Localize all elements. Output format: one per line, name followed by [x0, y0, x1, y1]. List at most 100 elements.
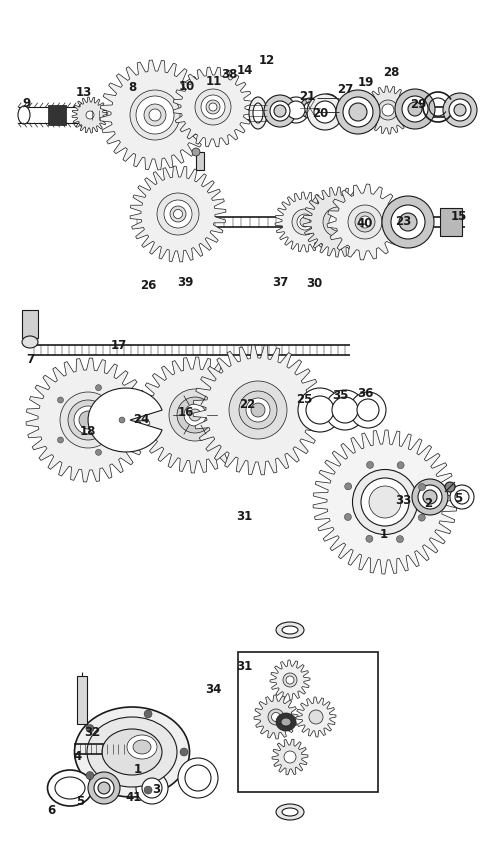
Ellipse shape	[450, 485, 474, 509]
Ellipse shape	[391, 205, 425, 239]
Ellipse shape	[297, 214, 313, 230]
Ellipse shape	[454, 104, 466, 116]
Ellipse shape	[345, 513, 351, 520]
Text: 5: 5	[454, 492, 463, 506]
Bar	[196, 152, 204, 170]
Text: 10: 10	[179, 79, 195, 93]
Ellipse shape	[86, 771, 94, 779]
Text: 1: 1	[380, 528, 388, 542]
Ellipse shape	[133, 740, 151, 754]
Ellipse shape	[144, 710, 152, 718]
Ellipse shape	[284, 751, 296, 763]
Text: 13: 13	[76, 85, 92, 99]
Ellipse shape	[329, 213, 347, 231]
Text: 11: 11	[205, 75, 222, 89]
Ellipse shape	[68, 400, 108, 440]
Ellipse shape	[361, 478, 409, 526]
Text: 15: 15	[450, 210, 467, 224]
Text: 9: 9	[22, 96, 31, 110]
Text: 4: 4	[73, 750, 82, 764]
Ellipse shape	[281, 718, 291, 726]
Text: 30: 30	[306, 277, 323, 291]
Ellipse shape	[88, 772, 120, 804]
Ellipse shape	[359, 216, 371, 228]
Ellipse shape	[325, 390, 365, 430]
Ellipse shape	[274, 105, 286, 117]
Ellipse shape	[272, 712, 280, 722]
Ellipse shape	[357, 399, 379, 421]
Polygon shape	[193, 345, 323, 475]
Bar	[440, 208, 462, 236]
Ellipse shape	[119, 417, 125, 423]
Ellipse shape	[276, 622, 304, 638]
Ellipse shape	[74, 406, 102, 434]
Ellipse shape	[402, 96, 428, 122]
Ellipse shape	[396, 536, 404, 543]
Ellipse shape	[206, 100, 220, 114]
Text: 5: 5	[76, 795, 85, 808]
Text: 35: 35	[333, 389, 349, 402]
Text: 41: 41	[125, 790, 142, 804]
Ellipse shape	[189, 409, 201, 421]
Ellipse shape	[136, 772, 168, 804]
Text: 8: 8	[128, 81, 136, 95]
Ellipse shape	[102, 729, 162, 775]
Ellipse shape	[58, 437, 63, 443]
Ellipse shape	[306, 396, 334, 424]
Ellipse shape	[18, 106, 30, 124]
Ellipse shape	[443, 93, 477, 127]
Polygon shape	[254, 695, 298, 739]
Ellipse shape	[298, 388, 342, 432]
Ellipse shape	[74, 707, 190, 797]
Ellipse shape	[345, 482, 352, 490]
Ellipse shape	[170, 206, 186, 222]
Text: 24: 24	[133, 413, 150, 427]
Ellipse shape	[86, 111, 94, 119]
Ellipse shape	[397, 462, 404, 469]
Ellipse shape	[343, 97, 373, 127]
Ellipse shape	[286, 676, 294, 684]
Polygon shape	[303, 187, 373, 257]
Ellipse shape	[136, 96, 174, 134]
Ellipse shape	[164, 200, 192, 228]
Ellipse shape	[419, 483, 426, 490]
Ellipse shape	[442, 212, 456, 232]
Ellipse shape	[323, 207, 353, 237]
Polygon shape	[270, 660, 310, 700]
Ellipse shape	[184, 404, 206, 426]
Ellipse shape	[195, 89, 231, 125]
Text: 18: 18	[80, 425, 96, 439]
Ellipse shape	[449, 99, 471, 121]
Text: 38: 38	[221, 68, 238, 82]
Text: 27: 27	[337, 83, 354, 96]
Ellipse shape	[349, 103, 367, 121]
Ellipse shape	[98, 782, 110, 794]
Text: 2: 2	[425, 496, 432, 510]
Ellipse shape	[418, 485, 442, 509]
Polygon shape	[100, 60, 210, 170]
Ellipse shape	[369, 486, 401, 518]
Text: 32: 32	[84, 726, 101, 740]
Text: 16: 16	[178, 406, 194, 420]
Text: 31: 31	[236, 660, 252, 673]
Ellipse shape	[355, 212, 375, 232]
Text: 25: 25	[297, 393, 313, 407]
Polygon shape	[275, 192, 335, 252]
Ellipse shape	[350, 392, 386, 428]
Ellipse shape	[408, 102, 422, 116]
Ellipse shape	[283, 97, 309, 123]
Ellipse shape	[412, 479, 448, 515]
Polygon shape	[88, 388, 162, 452]
Ellipse shape	[157, 193, 199, 235]
Ellipse shape	[249, 97, 267, 129]
Ellipse shape	[169, 389, 221, 441]
Ellipse shape	[251, 403, 265, 417]
Text: 3: 3	[152, 783, 160, 796]
Ellipse shape	[130, 90, 180, 140]
Ellipse shape	[321, 98, 335, 112]
Polygon shape	[313, 430, 457, 574]
Ellipse shape	[192, 148, 200, 156]
Text: 31: 31	[236, 509, 252, 523]
Text: 20: 20	[312, 107, 329, 120]
Ellipse shape	[127, 735, 157, 759]
